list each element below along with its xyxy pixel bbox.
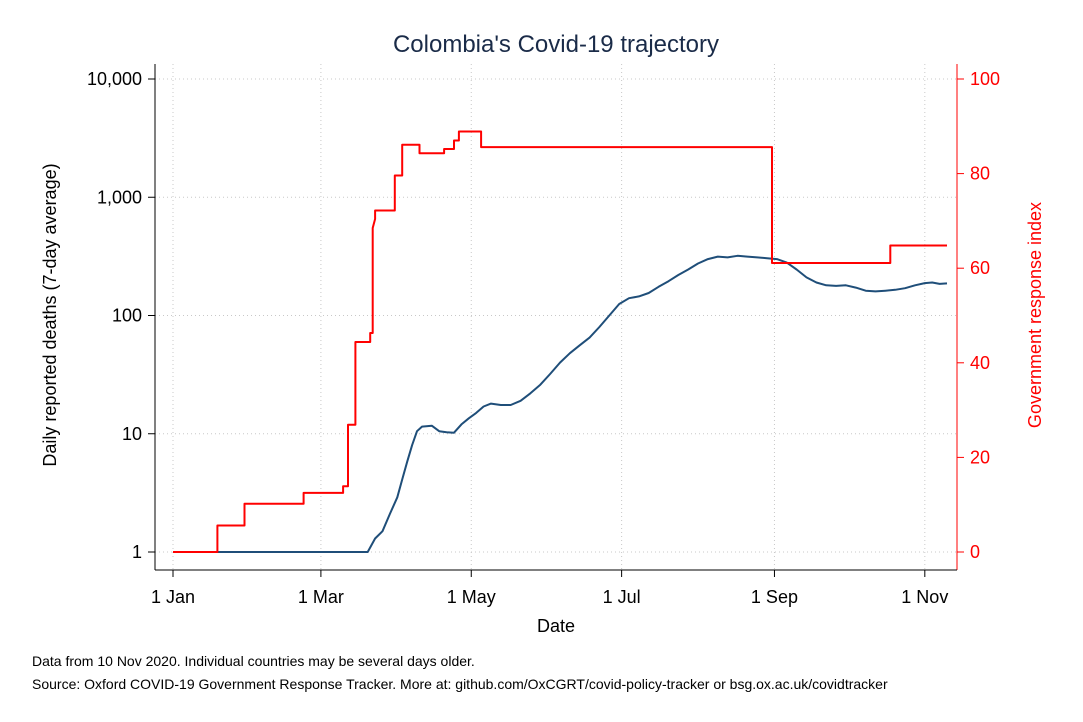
y-right-tick-label: 40 (970, 353, 990, 373)
y-left-axis-title: Daily reported deaths (7-day average) (40, 163, 60, 466)
x-tick-label: 1 Mar (298, 587, 344, 607)
footnote-data-date: Data from 10 Nov 2020. Individual countr… (32, 653, 475, 669)
y-right-tick-label: 60 (970, 258, 990, 278)
axes: 1 Jan 1 Mar 1 May 1 Jul 1 Sep 1 Nov 1 10 100 1,00… (87, 64, 1000, 607)
x-tick-label: 1 Nov (901, 587, 948, 607)
response-index-series-line (173, 130, 947, 553)
chart-title: Colombia's Covid-19 trajectory (393, 31, 719, 58)
series-layer (173, 130, 948, 553)
footnote-source: Source: Oxford COVID-19 Government Respo… (32, 676, 888, 692)
y-left-tick-label: 1,000 (97, 187, 142, 207)
y-right-tick-label: 100 (970, 69, 1000, 89)
y-left-tick-label: 100 (112, 306, 142, 326)
x-tick-label: 1 Sep (751, 587, 798, 607)
y-right-axis-title: Government response index (1025, 202, 1045, 428)
x-tick-label: 1 Jan (151, 587, 195, 607)
y-left-tick-label: 10 (122, 424, 142, 444)
x-tick-label: 1 May (447, 587, 496, 607)
grid (155, 64, 957, 570)
y-left-tick-label: 1 (132, 542, 142, 562)
x-tick-label: 1 Jul (603, 587, 641, 607)
y-right-tick-label: 20 (970, 447, 990, 467)
x-axis-title: Date (537, 616, 575, 636)
y-right-tick-label: 0 (970, 542, 980, 562)
y-left-tick-label: 10,000 (87, 69, 142, 89)
deaths-series-line (173, 254, 948, 553)
y-right-tick-label: 80 (970, 164, 990, 184)
